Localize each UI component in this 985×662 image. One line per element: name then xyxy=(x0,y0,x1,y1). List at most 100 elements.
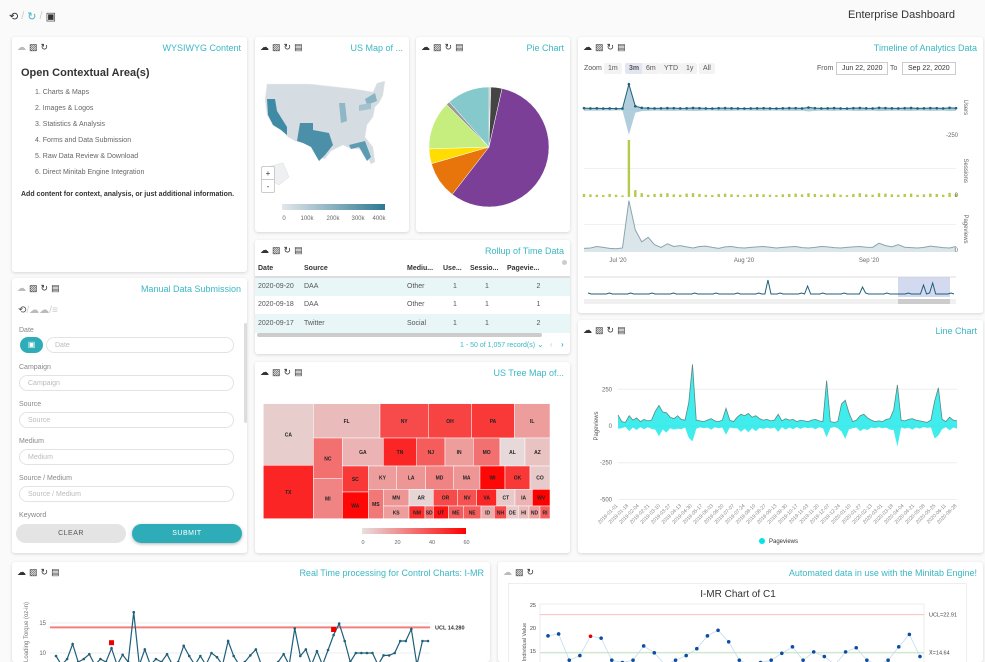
treemap-chart[interactable]: CA TX FL NC MI GA NY OH PA IL TN NJ IN MO AL AZ SC WA KY LA… xyxy=(255,362,570,553)
zoom-button-1m[interactable]: 1m xyxy=(604,63,622,74)
image-icon[interactable]: ▨ xyxy=(272,367,281,377)
sessions-bar xyxy=(897,194,900,197)
users-point xyxy=(685,106,688,110)
cell: DAA xyxy=(301,277,404,296)
sessions-bar xyxy=(852,193,855,197)
rollup-panel: ☁ ▨ ↻ ▤ Rollup of Time Data Date Source Med… xyxy=(255,240,570,354)
cloud-download-icon[interactable]: ☁ xyxy=(260,42,269,52)
pie-slice xyxy=(448,86,490,148)
add-row-icon[interactable]: ≡ xyxy=(51,305,58,316)
medium-input[interactable]: Medium xyxy=(19,449,234,465)
column-header[interactable]: Date xyxy=(255,260,301,278)
date-picker-button[interactable]: ▣ xyxy=(20,337,43,353)
cloud-download-icon[interactable]: ☁ xyxy=(421,42,430,52)
imr-point xyxy=(71,642,74,646)
source-input[interactable]: Source xyxy=(19,412,234,428)
cloud-download-icon[interactable]: ☁ xyxy=(260,367,269,377)
cloud-download-icon[interactable]: ☁ xyxy=(17,567,26,577)
cloud-download-icon[interactable]: ☁ xyxy=(17,283,26,293)
refresh-icon[interactable]: ↻ xyxy=(40,567,49,577)
history-icon[interactable]: ⟲ xyxy=(9,11,19,23)
image-icon[interactable]: ▨ xyxy=(29,283,38,293)
line-chart[interactable]: 2500-250-500Pageviews2019-01-012019-01-1… xyxy=(578,320,983,553)
from-date-input[interactable]: Jun 22, 2020 xyxy=(836,62,889,75)
comment-icon[interactable]: ▤ xyxy=(294,245,303,255)
refresh-icon[interactable]: ↻ xyxy=(283,367,292,377)
campaign-input[interactable]: Campaign xyxy=(19,375,234,391)
comment-icon[interactable]: ▤ xyxy=(455,42,464,52)
imr-chart[interactable]: I-MR Chart of C1 25 20 15 UCL=22.91 X̄=14.64 I… xyxy=(498,562,983,662)
refresh-icon[interactable]: ↻ xyxy=(606,325,615,335)
users-line xyxy=(583,82,957,110)
comment-icon[interactable]: ▤ xyxy=(51,567,60,577)
clear-button[interactable]: CLEAR xyxy=(16,524,126,543)
comment-icon[interactable]: ▤ xyxy=(51,283,60,293)
refresh-icon[interactable]: ↻ xyxy=(40,42,49,52)
prev-page-button[interactable]: ‹ xyxy=(550,340,553,349)
comment-icon[interactable]: ▤ xyxy=(617,325,626,335)
table-row[interactable]: 2020-09-18 DAA Other 1 1 1 xyxy=(255,296,570,315)
zoom-button-all[interactable]: All xyxy=(699,63,715,74)
imr-point xyxy=(326,648,330,652)
zoom-button-3m[interactable]: 3m xyxy=(625,63,644,74)
imr-chart[interactable]: 15 10 UCL 14.280 Loading Torque (oz-in) xyxy=(12,562,490,662)
image-icon[interactable]: ▨ xyxy=(433,42,442,52)
image-icon[interactable]: ▨ xyxy=(595,42,604,52)
to-date-input[interactable]: Sep 22, 2020 xyxy=(902,62,956,75)
image-icon[interactable]: ▨ xyxy=(515,567,524,577)
imr-point xyxy=(426,639,430,643)
cloud-download-icon[interactable]: ☁ xyxy=(260,245,269,255)
next-page-button[interactable]: › xyxy=(561,340,564,349)
submit-button[interactable]: SUBMIT xyxy=(132,524,242,543)
zoom-out-button[interactable]: - xyxy=(266,182,270,191)
horizontal-scrollbar[interactable] xyxy=(257,333,542,337)
cloud-download-icon[interactable]: ☁ xyxy=(503,567,512,577)
page-size-dropdown[interactable]: ⌄ xyxy=(537,340,544,349)
table-row[interactable]: 2020-09-20 DAA Other 1 1 2 xyxy=(255,277,570,296)
vertical-scrollbar[interactable] xyxy=(562,260,567,265)
users-point xyxy=(646,106,650,110)
source-medium-input[interactable]: Source / Medium xyxy=(19,486,234,502)
column-header[interactable]: Mediu... xyxy=(404,260,440,278)
calendar-icon[interactable]: ▣ xyxy=(45,11,56,23)
imr-point xyxy=(609,658,614,662)
refresh-icon[interactable]: ↻ xyxy=(283,42,292,52)
refresh-icon[interactable]: ↻ xyxy=(606,42,615,52)
cloud-download-icon[interactable]: ☁ xyxy=(17,42,26,52)
imr-point xyxy=(801,658,805,662)
table-row[interactable]: 2020-09-17 Twitter Social 1 1 2 xyxy=(255,314,570,333)
zoom-button-ytd[interactable]: YTD xyxy=(660,63,682,74)
image-icon[interactable]: ▨ xyxy=(595,325,604,335)
history-icon[interactable]: ⟲ xyxy=(18,305,27,316)
refresh-icon[interactable]: ↻ xyxy=(27,11,37,23)
image-icon[interactable]: ▨ xyxy=(29,567,38,577)
refresh-icon[interactable]: ↻ xyxy=(283,245,292,255)
comment-icon[interactable]: ▤ xyxy=(617,42,626,52)
refresh-icon[interactable]: ↻ xyxy=(444,42,453,52)
comment-icon[interactable]: ▤ xyxy=(294,367,303,377)
sessions-bar xyxy=(832,193,836,197)
refresh-icon[interactable]: ↻ xyxy=(526,567,535,577)
pie-chart[interactable] xyxy=(416,37,570,232)
cloud-upload-icon[interactable]: ☁ xyxy=(29,305,40,316)
column-header[interactable]: Pagevie... xyxy=(504,260,570,278)
column-header[interactable]: Source xyxy=(301,260,404,278)
scrollbar[interactable] xyxy=(244,323,247,423)
image-icon[interactable]: ▨ xyxy=(272,42,281,52)
cloud-download-icon[interactable]: ☁ xyxy=(583,325,592,335)
us-map[interactable]: 0 100k 200k 300k 400k xyxy=(255,37,409,232)
date-input[interactable]: Date xyxy=(46,337,234,353)
zoom-button-1y[interactable]: 1y xyxy=(682,63,698,74)
refresh-icon[interactable]: ↻ xyxy=(40,283,49,293)
zoom-button-6m[interactable]: 6m xyxy=(642,63,660,74)
image-icon[interactable]: ▨ xyxy=(29,42,38,52)
comment-icon[interactable]: ▤ xyxy=(294,42,303,52)
column-header[interactable]: Sessio... xyxy=(467,260,504,278)
zoom-in-button[interactable]: + xyxy=(262,167,274,180)
cloud-download-icon[interactable]: ☁ xyxy=(39,305,50,316)
cloud-download-icon[interactable]: ☁ xyxy=(583,42,592,52)
imr-point xyxy=(337,622,341,625)
image-icon[interactable]: ▨ xyxy=(272,245,281,255)
column-header[interactable]: Use... xyxy=(440,260,467,278)
